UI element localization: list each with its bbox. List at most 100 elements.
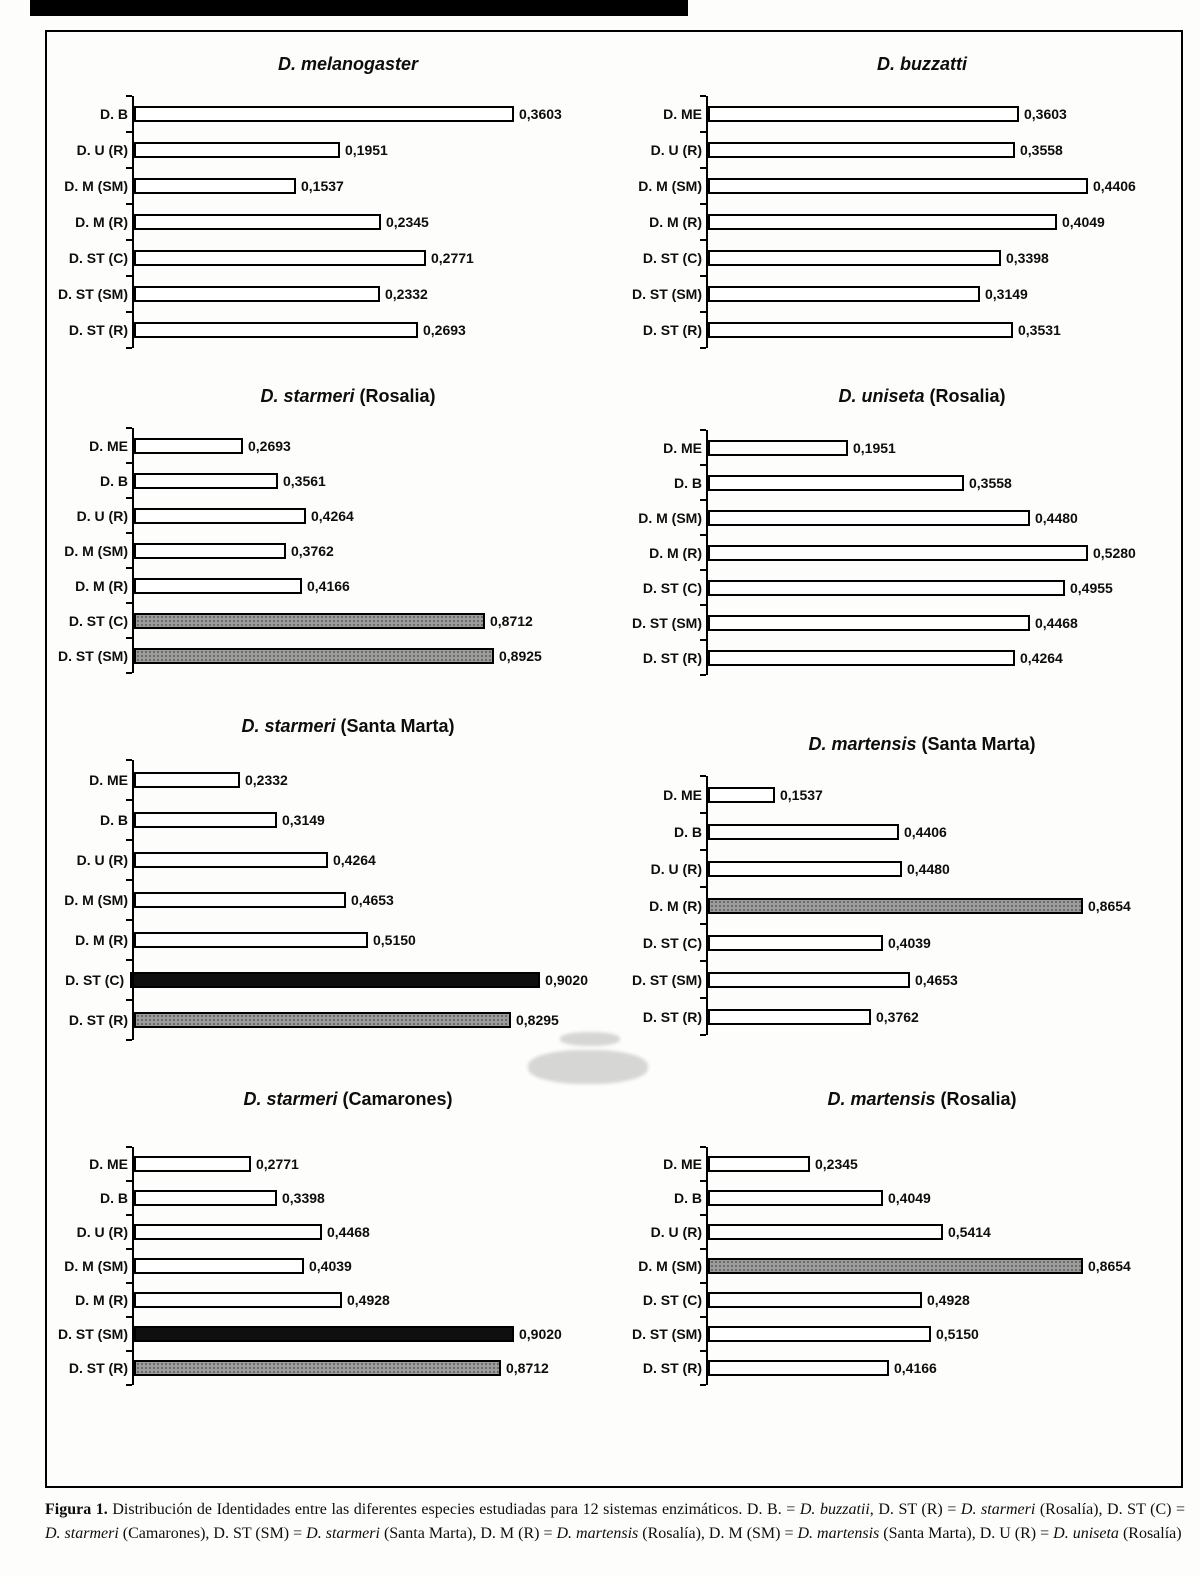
value-label: 0,2345 — [815, 1156, 858, 1172]
caption-text: (Santa Marta), D. M (R) = — [379, 1525, 557, 1542]
axis-tick — [700, 167, 706, 169]
chart-title: D. uniseta (Rosalia) — [622, 384, 1200, 408]
bar-white — [134, 852, 328, 868]
category-label: D. B — [674, 1190, 702, 1206]
category-label: D. M (SM) — [64, 892, 128, 908]
value-label: 0,2693 — [248, 437, 291, 454]
axis-tick — [700, 1214, 706, 1216]
category-label: D. B — [100, 472, 128, 489]
bar-chart-uniseta-rosalia: D. uniseta (Rosalia) D. ME 0,1951 D. B 0,355… — [622, 384, 1162, 676]
value-label: 0,4049 — [888, 1190, 931, 1206]
bar-row: D. ME 0,3603 — [622, 96, 1162, 132]
value-label: 0,3561 — [283, 472, 326, 489]
chart-title-species: D. martensis — [808, 734, 917, 754]
bar-row: D. U (R) 0,4264 — [48, 498, 588, 533]
value-label: 0,5150 — [373, 932, 416, 948]
value-label: 0,3603 — [1024, 106, 1067, 122]
value-label: 0,4166 — [307, 577, 350, 594]
chart-title-location: (Santa Marta) — [335, 716, 455, 736]
category-label: D. U (R) — [650, 142, 702, 158]
bar-row: D. M (SM) 0,1537 — [48, 168, 588, 204]
chart-title-location: (Rosalia) — [354, 386, 436, 406]
category-label: D. B — [100, 1190, 128, 1206]
bar-white — [708, 474, 964, 491]
bar-row: D. ST (C) 0,4955 — [622, 570, 1162, 605]
bar-white — [708, 1008, 871, 1025]
bar-row: D. M (SM) 0,4039 — [48, 1249, 588, 1283]
bar-white — [134, 250, 426, 266]
bar-row: D. M (R) 0,2345 — [48, 204, 588, 240]
chart-title-location: (Camarones) — [337, 1089, 453, 1109]
bar-white — [134, 892, 346, 908]
bar-row: D. ST (R) 0,8295 — [48, 1000, 588, 1040]
caption-text: (Rosalía), D. ST (C) = — [1035, 1501, 1186, 1518]
category-label: D. M (SM) — [638, 509, 702, 526]
axis-tick — [700, 1034, 706, 1036]
bar-gray — [134, 1360, 501, 1376]
axis-tick — [700, 1146, 706, 1148]
value-label: 0,3603 — [519, 106, 562, 122]
bar-row: D. ST (C) 0,8712 — [48, 603, 588, 638]
axis-tick — [126, 275, 132, 277]
caption-species-name: D. starmeri — [306, 1525, 380, 1542]
category-label: D. ME — [89, 1156, 128, 1172]
scan-smudge — [528, 1050, 648, 1084]
chart-title-location: (Rosalia) — [935, 1089, 1017, 1109]
axis-tick — [700, 429, 706, 431]
bar-row: D. ST (C) 0,4928 — [622, 1283, 1162, 1317]
category-label: D. ST (R) — [642, 649, 702, 666]
y-axis-line — [126, 759, 134, 1041]
bar-row: D. ST (C) 0,4039 — [622, 924, 1162, 961]
axis-tick — [126, 1316, 132, 1318]
axis-tick — [126, 347, 132, 349]
value-label: 0,3762 — [876, 1008, 919, 1025]
bar-white — [708, 286, 980, 302]
bar-white — [708, 579, 1065, 596]
bar-chart-starmeri-santa-marta: D. starmeri (Santa Marta) D. ME 0,2332 D. B… — [48, 714, 588, 1041]
bar-white — [708, 786, 775, 803]
bar-white — [134, 286, 380, 302]
chart-title: D. starmeri (Camarones) — [48, 1087, 648, 1111]
value-label: 0,2345 — [386, 214, 429, 230]
bar-chart-starmeri-rosalia: D. starmeri (Rosalia) D. ME 0,2693 D. B 0,35… — [48, 384, 588, 674]
category-label: D. ST (R) — [68, 322, 128, 338]
bar-row: D. U (R) 0,4480 — [622, 850, 1162, 887]
axis-tick — [700, 923, 706, 925]
value-label: 0,3149 — [985, 286, 1028, 302]
bar-row: D. ST (R) 0,4264 — [622, 640, 1162, 675]
bar-white — [134, 106, 514, 122]
caption-text: (Santa Marta), D. U (R) = — [879, 1525, 1054, 1542]
axis-tick — [126, 427, 132, 429]
y-axis-line — [700, 775, 708, 1036]
category-label: D. ST (SM) — [58, 286, 128, 302]
axis-tick — [126, 131, 132, 133]
category-label: D. M (R) — [649, 544, 702, 561]
axis-tick — [700, 960, 706, 962]
category-label: D. B — [100, 106, 128, 122]
category-label: D. B — [100, 812, 128, 828]
axis-tick — [126, 1039, 132, 1041]
value-label: 0,8295 — [516, 1012, 559, 1028]
bar-white — [708, 860, 902, 877]
bar-chart-martensis-santa-marta: D. martensis (Santa Marta) D. ME 0,1537 D. … — [622, 732, 1162, 1036]
bar-row: D. ST (R) 0,4166 — [622, 1351, 1162, 1385]
category-label: D. ST (C) — [642, 250, 702, 266]
y-axis-line — [700, 95, 708, 349]
axis-tick — [126, 759, 132, 761]
value-label: 0,4406 — [904, 823, 947, 840]
value-label: 0,9020 — [519, 1326, 562, 1342]
axis-tick — [126, 567, 132, 569]
axis-tick — [700, 95, 706, 97]
bar-row: D. ME 0,1951 — [622, 430, 1162, 465]
value-label: 0,8712 — [506, 1360, 549, 1376]
bar-white — [708, 1360, 889, 1376]
category-label: D. M (R) — [75, 577, 128, 594]
value-label: 0,1537 — [301, 178, 344, 194]
axis-tick — [700, 569, 706, 571]
bar-row: D. ST (SM) 0,2332 — [48, 276, 588, 312]
bar-chart-buzzatti: D. buzzatti D. ME 0,3603 D. U (R) 0,3558 D. M… — [622, 52, 1162, 349]
bar-row: D. ST (SM) 0,4468 — [622, 605, 1162, 640]
bar-white — [134, 507, 306, 524]
category-label: D. ST (C) — [642, 579, 702, 596]
axis-tick — [700, 1350, 706, 1352]
